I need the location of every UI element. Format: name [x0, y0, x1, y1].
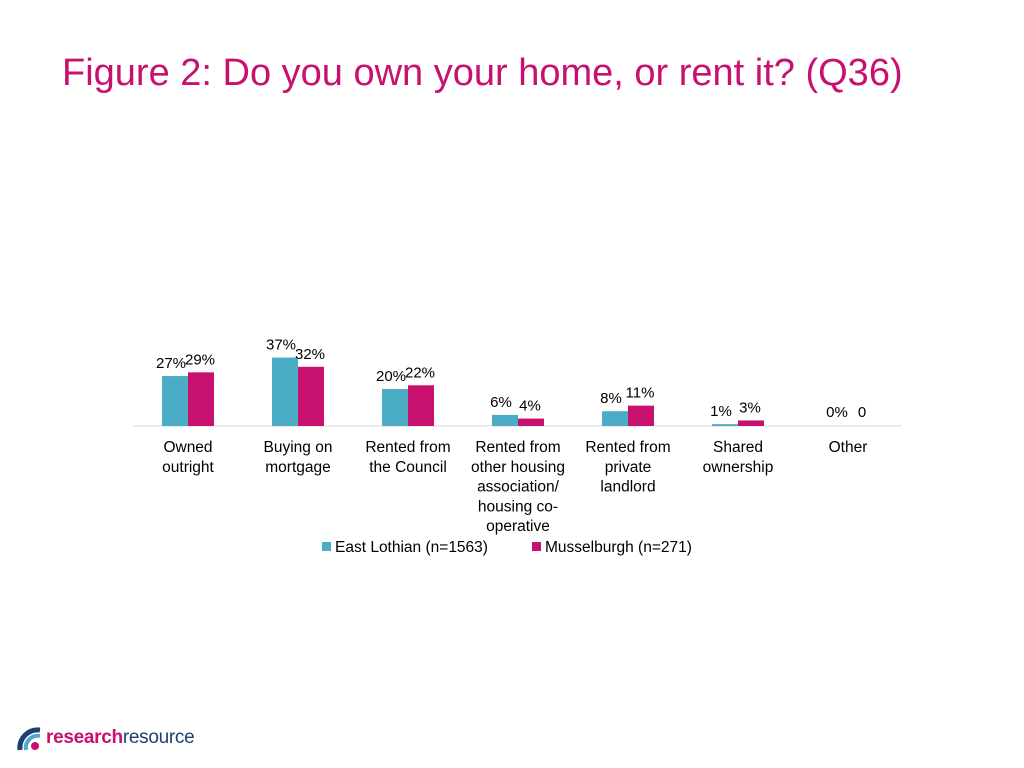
data-label: 32% — [295, 346, 325, 363]
category-label: Buying on — [264, 439, 333, 456]
data-label: 8% — [600, 390, 622, 407]
legend-swatch-musselburgh — [532, 542, 541, 551]
bar-musselburgh — [408, 385, 434, 426]
bar-east-lothian — [162, 376, 188, 426]
category-label: Other — [829, 439, 868, 456]
category-label: Rented from — [365, 439, 450, 456]
legend-label: Musselburgh (n=271) — [545, 539, 692, 556]
data-label: 20% — [376, 368, 406, 385]
category-label: the Council — [369, 459, 447, 476]
category-label: Owned — [163, 439, 212, 456]
data-label: 4% — [519, 398, 541, 415]
bar-east-lothian — [492, 414, 518, 426]
data-label: 0% — [826, 404, 848, 421]
logo-text-resource: resource — [122, 727, 195, 748]
data-label: 37% — [266, 337, 296, 354]
legend-label: East Lothian (n=1563) — [335, 539, 488, 556]
data-label: 3% — [739, 399, 761, 416]
research-resource-logo: researchresource — [16, 722, 206, 756]
data-label: 1% — [710, 403, 732, 420]
category-label: housing co- — [478, 498, 558, 515]
category-label: mortgage — [265, 459, 330, 476]
category-label: Rented from — [585, 439, 670, 456]
bar-musselburgh — [518, 418, 544, 426]
legend-swatch-east-lothian — [322, 542, 331, 551]
bar-east-lothian — [602, 411, 628, 426]
category-label: ownership — [703, 459, 774, 476]
category-label: Shared — [713, 439, 763, 456]
data-label: 29% — [185, 351, 215, 368]
logo-text-research: research — [46, 727, 123, 748]
bar-east-lothian — [272, 357, 298, 426]
data-label: 22% — [405, 364, 435, 381]
category-label: private — [605, 459, 652, 476]
data-label: 6% — [490, 394, 512, 411]
category-label: Rented from — [475, 439, 560, 456]
data-label: 11% — [626, 385, 655, 402]
bar-east-lothian — [712, 424, 738, 426]
category-label: other housing — [471, 459, 565, 476]
data-label: 0 — [858, 404, 866, 421]
page-title: Figure 2: Do you own your home, or rent … — [62, 52, 903, 94]
bar-east-lothian — [382, 389, 408, 426]
bar-musselburgh — [298, 366, 324, 426]
category-label: operative — [486, 518, 550, 535]
logo-text: researchresource — [46, 727, 195, 749]
category-label: landlord — [600, 479, 655, 496]
bar-musselburgh — [188, 372, 214, 426]
bar-musselburgh — [628, 405, 654, 426]
logo-arc-icon — [17, 727, 41, 751]
category-label: outright — [162, 459, 214, 476]
bar-musselburgh — [738, 420, 764, 426]
data-label: 27% — [156, 355, 186, 372]
category-label: association/ — [477, 479, 560, 496]
